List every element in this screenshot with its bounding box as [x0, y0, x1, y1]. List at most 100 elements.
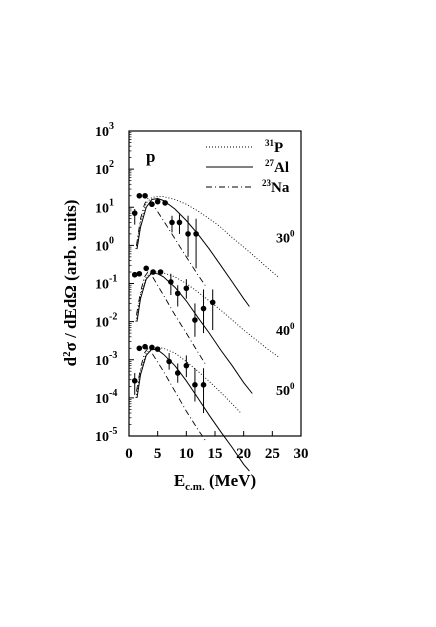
y-tick-label-exp: 1	[109, 197, 114, 208]
x-tick-label: 5	[154, 446, 162, 462]
curve-na-panel-40	[136, 271, 207, 366]
legend: 31P 27Al 23Na	[206, 138, 290, 196]
angle-label-value: 40	[276, 324, 290, 339]
y-tick-label-base: 10	[95, 392, 109, 407]
y-tick-label-base: 10	[95, 239, 109, 254]
data-point	[157, 269, 164, 275]
y-tick-label-base: 10	[95, 163, 109, 178]
y-tick-label-exp: -1	[109, 274, 117, 285]
legend-sup-al27: 27	[265, 158, 275, 168]
axis-ticks	[128, 130, 302, 437]
data-point	[162, 200, 168, 206]
x-axis-title-main: E	[174, 471, 185, 490]
data-point	[136, 192, 143, 199]
data-point	[176, 219, 183, 226]
data-point	[150, 269, 156, 275]
x-axis-title: Ec.m. (MeV)	[174, 471, 256, 493]
y-tick-label: 10-4	[95, 388, 117, 407]
curve-al-panel-50	[136, 348, 250, 472]
data-point	[168, 279, 174, 285]
curve-al-panel-30	[136, 197, 250, 307]
panel-label: p	[146, 147, 155, 166]
data-point	[143, 265, 149, 272]
data-point	[174, 290, 181, 297]
x-axis-title-sub: c.m.	[185, 481, 205, 493]
x-tick-label: 15	[208, 446, 223, 462]
y-tick-label-base: 10	[95, 201, 109, 216]
y-tick-label-exp: -3	[109, 350, 117, 361]
data-point	[131, 378, 138, 384]
data-point	[169, 219, 175, 226]
angle-label-sup: 0	[290, 229, 295, 239]
legend-sup-na23: 23	[262, 178, 272, 188]
angle-label-sup: 0	[290, 381, 295, 391]
data-points	[131, 192, 216, 414]
curve-p-panel-30	[135, 196, 279, 278]
angle-label-value: 30	[276, 232, 290, 247]
x-tick-labels: 0 5 10 15 20 25 30	[125, 446, 308, 462]
y-tick-label-exp: -5	[109, 426, 117, 437]
data-point	[183, 285, 190, 292]
y-tick-label-base: 10	[95, 354, 109, 369]
data-point	[142, 192, 148, 199]
data-point	[192, 317, 198, 323]
data-point	[183, 362, 190, 369]
data-point	[166, 358, 172, 365]
data-point	[174, 370, 181, 376]
y-tick-label: 10-1	[95, 274, 117, 293]
x-tick-label: 0	[125, 446, 133, 462]
angle-label: 400	[276, 321, 295, 339]
legend-label-na23: Na	[271, 180, 290, 196]
y-axis-title-sup: 2	[61, 351, 73, 357]
y-tick-label-exp: 2	[109, 159, 114, 170]
legend-label-p31: P	[274, 140, 283, 156]
y-tick-label-base: 10	[95, 430, 109, 445]
y-axis-title-rest: σ / dEdΩ (arb. units)	[61, 200, 80, 352]
angle-label: 300	[276, 229, 295, 247]
legend-entry-na23: 23Na	[262, 178, 290, 196]
y-tick-label: 10-3	[95, 350, 117, 369]
y-tick-label: 102	[95, 159, 114, 178]
y-tick-label: 10-2	[95, 312, 117, 331]
y-tick-label: 100	[95, 235, 114, 254]
x-axis-title-tail: (MeV)	[205, 471, 256, 490]
curve-na-panel-30	[136, 197, 207, 288]
data-point	[200, 382, 207, 388]
model-curves	[135, 196, 279, 472]
data-point	[209, 299, 216, 306]
y-tick-label: 103	[95, 121, 114, 140]
x-tick-label: 25	[265, 446, 280, 462]
data-point	[154, 346, 161, 352]
x-tick-label: 20	[236, 446, 251, 462]
legend-entry-al27: 27Al	[265, 158, 289, 176]
data-point	[142, 343, 148, 350]
y-axis-title-pre: d	[61, 356, 80, 366]
data-point	[192, 382, 198, 388]
curve-al-panel-40	[136, 272, 253, 394]
data-point	[193, 231, 199, 237]
y-tick-label: 101	[95, 197, 114, 216]
y-tick-label-exp: 0	[109, 235, 114, 246]
angle-label: 500	[276, 381, 295, 399]
data-point	[131, 271, 138, 278]
data-point	[149, 201, 155, 208]
y-tick-label-base: 10	[95, 278, 109, 293]
data-point	[136, 270, 143, 277]
y-tick-label-base: 10	[95, 316, 109, 331]
curve-na-panel-50	[136, 347, 207, 443]
angle-label-value: 50	[276, 384, 290, 399]
curve-p-panel-50	[135, 347, 242, 414]
data-point	[185, 231, 191, 237]
data-point	[200, 305, 207, 312]
data-point	[136, 345, 143, 352]
data-point	[131, 210, 138, 216]
y-tick-label-exp: 3	[109, 121, 114, 132]
y-tick-label-exp: -4	[109, 388, 117, 399]
y-tick-label: 10-5	[95, 426, 117, 445]
curve-p-panel-40	[135, 271, 279, 358]
legend-label-al27: Al	[274, 160, 289, 176]
y-axis-title: d2σ / dEdΩ (arb. units)	[61, 200, 80, 367]
data-point	[154, 198, 161, 205]
